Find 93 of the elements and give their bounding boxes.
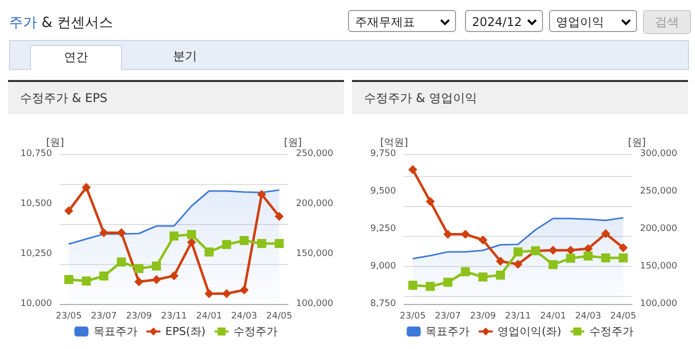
y-tick-label: 9,250 [370, 224, 396, 234]
point [601, 253, 610, 262]
legend-label: EPS(좌) [165, 325, 206, 338]
y-tick-label: 9,000 [370, 262, 396, 272]
legend-label: 영업이익(좌) [498, 325, 562, 338]
x-tick-label: 24/03 [575, 312, 602, 322]
x-tick-label: 24/01 [540, 312, 566, 322]
text: 영업이익 [549, 10, 637, 32]
point [187, 230, 196, 239]
y-axis-title: [원] [46, 138, 64, 148]
text: 주가 & 컨센서스 [9, 14, 113, 32]
x-tick-label: 24/03 [231, 312, 258, 322]
point [222, 289, 232, 298]
point [64, 206, 74, 216]
point [99, 272, 108, 280]
point [64, 275, 74, 284]
y-tick-label: 10,750 [20, 149, 52, 159]
x-tick-label: 24/01 [196, 312, 222, 322]
x-tick-label: 23/07 [90, 312, 117, 322]
point [566, 254, 576, 263]
y-tick-label: 10,250 [20, 249, 52, 259]
x-tick-label: 23/09 [126, 312, 152, 322]
y-tick-label: 10,000 [20, 299, 52, 309]
x-tick-label: 23/05 [400, 312, 426, 322]
point [240, 286, 249, 294]
point [548, 260, 558, 270]
y2-tick-label: 100,000 [640, 299, 678, 309]
point [408, 165, 418, 174]
x-tick-label: 23/05 [56, 312, 82, 322]
text: 2024/12 [465, 10, 543, 32]
y-tick-label: 9,500 [370, 186, 396, 196]
point [82, 276, 91, 286]
point [134, 264, 144, 273]
text: 분기 [172, 48, 198, 65]
legend-label: 목표주가 [93, 325, 138, 338]
point [426, 197, 435, 206]
x-tick-label: 23/11 [505, 312, 531, 322]
point [601, 229, 610, 238]
y2-tick-label: 250,000 [640, 186, 678, 196]
legend-label: 수정주가 [234, 325, 278, 338]
point [426, 282, 435, 291]
y2-tick-label: 200,000 [296, 199, 334, 209]
y2-axis-title: [원] [628, 138, 646, 148]
point [170, 271, 178, 280]
point [443, 278, 452, 287]
point [478, 272, 488, 282]
point [460, 267, 470, 276]
legend-label: 목표주가 [426, 325, 470, 338]
point [514, 247, 522, 256]
y2-tick-label: 100,000 [296, 299, 334, 309]
point [274, 239, 284, 248]
y-tick-label: 8,750 [370, 299, 396, 309]
text: 연간 [30, 45, 122, 70]
point [496, 256, 505, 266]
x-tick-label: 24/05 [610, 312, 636, 322]
x-tick-label: 23/11 [161, 312, 187, 322]
y-tick-label: 10,500 [20, 199, 52, 209]
point [222, 240, 232, 249]
y-tick-label: 9,750 [370, 149, 396, 159]
y2-axis-title: [원] [284, 138, 302, 148]
point [240, 236, 249, 245]
point [496, 270, 505, 280]
point [584, 252, 593, 260]
x-tick-label: 23/07 [434, 312, 461, 322]
chart-title: 수정주가 & 영업이익 [352, 82, 688, 114]
y-axis-title: [억원] [380, 138, 408, 148]
point [204, 248, 214, 256]
point [618, 243, 628, 252]
legend-label: 수정주가 [589, 325, 634, 338]
y2-tick-label: 150,000 [640, 262, 678, 272]
point [478, 235, 488, 244]
point [116, 258, 126, 266]
point [274, 212, 284, 221]
x-tick-label: 24/05 [266, 312, 292, 322]
point [618, 253, 628, 262]
text: 검색 [643, 10, 691, 34]
y2-tick-label: 150,000 [296, 249, 334, 259]
y2-tick-label: 250,000 [296, 149, 334, 159]
point [257, 190, 266, 199]
point [566, 246, 576, 255]
point [82, 182, 91, 192]
y2-tick-label: 200,000 [640, 224, 678, 234]
point [408, 280, 418, 290]
point [152, 262, 161, 270]
chart-title: 수정주가 & EPS [8, 82, 344, 114]
point [134, 277, 144, 286]
point [514, 260, 522, 269]
point [152, 275, 161, 284]
text: 주재무제표 [348, 10, 456, 32]
x-tick-label: 23/09 [470, 312, 496, 322]
point [170, 232, 178, 240]
y2-tick-label: 300,000 [640, 149, 678, 159]
point [257, 239, 266, 248]
